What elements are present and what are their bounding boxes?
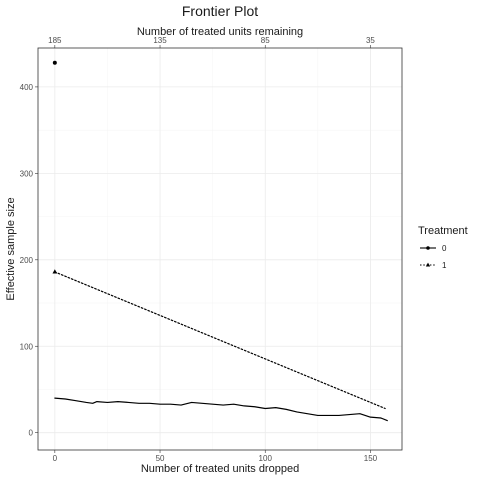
y-tick-label: 0 [29,429,34,438]
x2-tick-label: 135 [153,36,167,45]
y-tick-label: 400 [20,83,34,92]
x-tick-label: 50 [156,454,165,463]
x2-tick-label: 185 [48,36,62,45]
x2-tick-label: 85 [261,36,270,45]
y-tick-label: 300 [20,169,34,178]
grid-layer [38,48,402,450]
series-line-0 [54,397,388,422]
x-tick-label: 150 [364,454,378,463]
y-axis-title: Effective sample size [5,197,17,300]
legend-label-0: 0 [442,244,447,253]
series-layer [52,60,388,422]
y-tick-label: 100 [20,342,34,351]
x2-tick-label: 35 [366,36,375,45]
chart-title: Frontier Plot [182,3,258,19]
x-tick-label: 0 [53,454,58,463]
legend-key-marker-0 [426,246,430,250]
panel-border [37,47,403,451]
top-axis-title: Number of treated units remaining [137,26,303,38]
series-point-1 [52,269,58,274]
legend-label-1: 1 [442,261,447,270]
y-tick-label: 200 [20,256,34,265]
x-tick-label: 100 [259,454,273,463]
series-point-0 [52,60,57,65]
bottom-axis-title: Number of treated units dropped [141,463,299,475]
legend-key-marker-1 [425,262,431,267]
legend-entries: 01 [420,244,447,270]
legend-title: Treatment [418,225,468,237]
tick-layer: 0 50 100 150 185 135 85 35 0 100 200 300 400 [20,36,378,463]
series-line-1 [54,271,386,410]
legend: Treatment 01 [418,225,468,270]
